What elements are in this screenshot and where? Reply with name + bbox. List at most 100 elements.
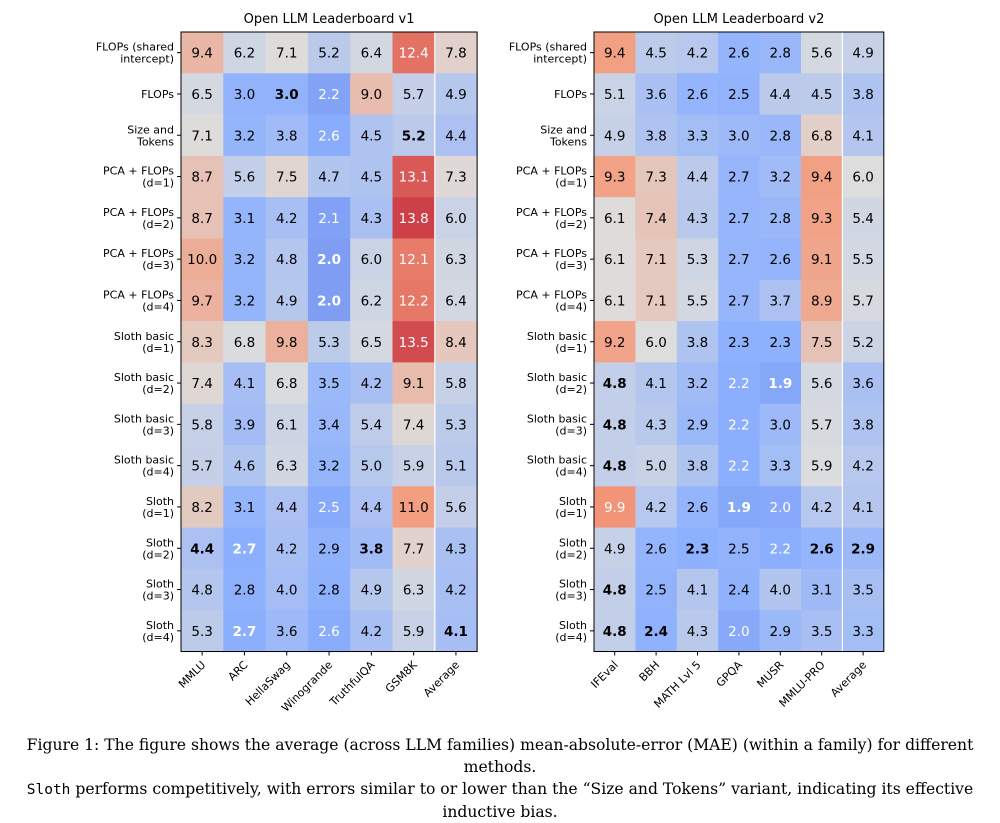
heatmap-cell [223, 238, 267, 281]
cell-value: 9.4 [811, 170, 832, 186]
heatmap-cell [718, 197, 761, 240]
caption-label: Figure 1: [26, 736, 100, 754]
heatmap-cell [265, 362, 309, 405]
heatmap-cell [676, 445, 719, 487]
column-label: GPQA [714, 658, 746, 690]
heatmap-cell [718, 403, 761, 446]
cell-value: 9.0 [361, 87, 382, 103]
heatmap-cell [223, 610, 267, 653]
cell-value: 4.3 [687, 211, 708, 227]
cell-value: 2.8 [318, 583, 339, 599]
cell-value: 8.9 [811, 293, 832, 309]
cell-value: 9.3 [604, 170, 625, 186]
cell-value: 7.5 [811, 335, 832, 351]
row-label: Sloth (d=1) [142, 495, 174, 520]
cell-value: 5.0 [645, 459, 666, 475]
heatmap-cell [265, 114, 309, 157]
row-label: FLOPs (shared intercept) [96, 41, 174, 66]
heatmap-cell [392, 197, 436, 240]
caption-text-1: The figure shows the average (across LLM… [99, 736, 974, 776]
heatmap-cell [801, 238, 843, 281]
heatmap-cell [350, 238, 394, 281]
heatmap-cell [801, 486, 843, 529]
row-label: Sloth (d=1) [555, 495, 587, 520]
heatmap-cell [392, 32, 436, 74]
cell-value: 5.8 [191, 417, 212, 433]
cell-value: 5.7 [811, 417, 832, 433]
row-label: PCA + FLOPs (d=2) [103, 206, 174, 231]
cell-value: 5.7 [191, 459, 212, 475]
cell-value: 13.1 [399, 170, 429, 186]
row-label: Sloth basic (d=4) [527, 454, 587, 479]
cell-value: 5.2 [402, 128, 426, 144]
cell-value: 9.2 [604, 335, 625, 351]
cell-value: 2.7 [728, 170, 749, 186]
heatmap-cell [759, 32, 802, 74]
heatmap-cell [350, 155, 394, 198]
heatmap-cell [434, 486, 478, 529]
row-label: PCA + FLOPs (d=4) [103, 288, 174, 313]
cell-value: 5.0 [361, 459, 382, 475]
heatmap-cell [759, 362, 802, 405]
heatmap-cell [718, 238, 761, 281]
cell-value: 3.8 [687, 335, 708, 351]
heatmap-cell [392, 155, 436, 198]
heatmap-cell [265, 279, 309, 322]
heatmap-cell [842, 527, 885, 570]
heatmap-cell [223, 197, 267, 240]
cell-value: 3.2 [318, 459, 339, 475]
cell-value: 7.1 [276, 46, 297, 62]
panel-title: Open LLM Leaderboard v2 [653, 12, 824, 27]
heatmap-cell [223, 279, 267, 322]
cell-value: 6.3 [445, 252, 466, 268]
heatmap-cell [181, 527, 224, 570]
heatmap-cell [801, 279, 843, 322]
cell-value: 8.7 [191, 211, 212, 227]
heatmap-cell [223, 73, 267, 116]
heatmap-cell [801, 403, 843, 446]
cell-value: 9.4 [604, 46, 625, 62]
cell-value: 3.1 [811, 583, 832, 599]
cell-value: 4.5 [645, 46, 666, 62]
cell-value: 6.1 [604, 293, 625, 309]
heatmap-cell [801, 568, 843, 611]
cell-value: 3.6 [852, 376, 873, 392]
heatmap-cell [392, 362, 436, 405]
cell-value: 3.0 [728, 128, 749, 144]
heatmap-cell [307, 610, 351, 653]
heatmap-cell [594, 155, 636, 198]
row-label: PCA + FLOPs (d=3) [516, 247, 587, 272]
heatmap-cell [392, 279, 436, 322]
heatmap-cell [434, 445, 478, 487]
cell-value: 2.2 [770, 541, 791, 557]
heatmap-cell [635, 321, 678, 363]
cell-value: 3.8 [852, 417, 873, 433]
cell-value: 4.3 [687, 624, 708, 640]
cell-value: 4.1 [852, 500, 873, 516]
heatmap-cell [759, 114, 802, 157]
heatmap-cell [759, 279, 802, 322]
cell-value: 2.3 [686, 541, 710, 557]
cell-value: 2.7 [728, 211, 749, 227]
cell-value: 2.7 [728, 252, 749, 268]
cell-value: 1.9 [768, 376, 792, 392]
cell-value: 4.5 [811, 87, 832, 103]
heatmap-cell [434, 321, 478, 363]
heatmap-cell [434, 527, 478, 570]
heatmap-cell [801, 362, 843, 405]
heatmap-cell [635, 610, 678, 653]
heatmap-cell [350, 610, 394, 653]
cell-value: 4.2 [811, 500, 832, 516]
cell-value: 3.6 [645, 87, 666, 103]
cell-value: 5.4 [361, 417, 382, 433]
heatmap-cell [350, 486, 394, 529]
row-label: Sloth (d=4) [555, 619, 587, 644]
heatmap-cell [223, 321, 267, 363]
heatmap-cell [350, 527, 394, 570]
cell-value: 2.0 [317, 293, 341, 309]
heatmap-cell [842, 32, 885, 74]
cell-value: 5.5 [687, 293, 708, 309]
cell-value: 5.7 [852, 293, 873, 309]
row-label: Sloth (d=2) [142, 536, 174, 561]
heatmap-cell [635, 238, 678, 281]
